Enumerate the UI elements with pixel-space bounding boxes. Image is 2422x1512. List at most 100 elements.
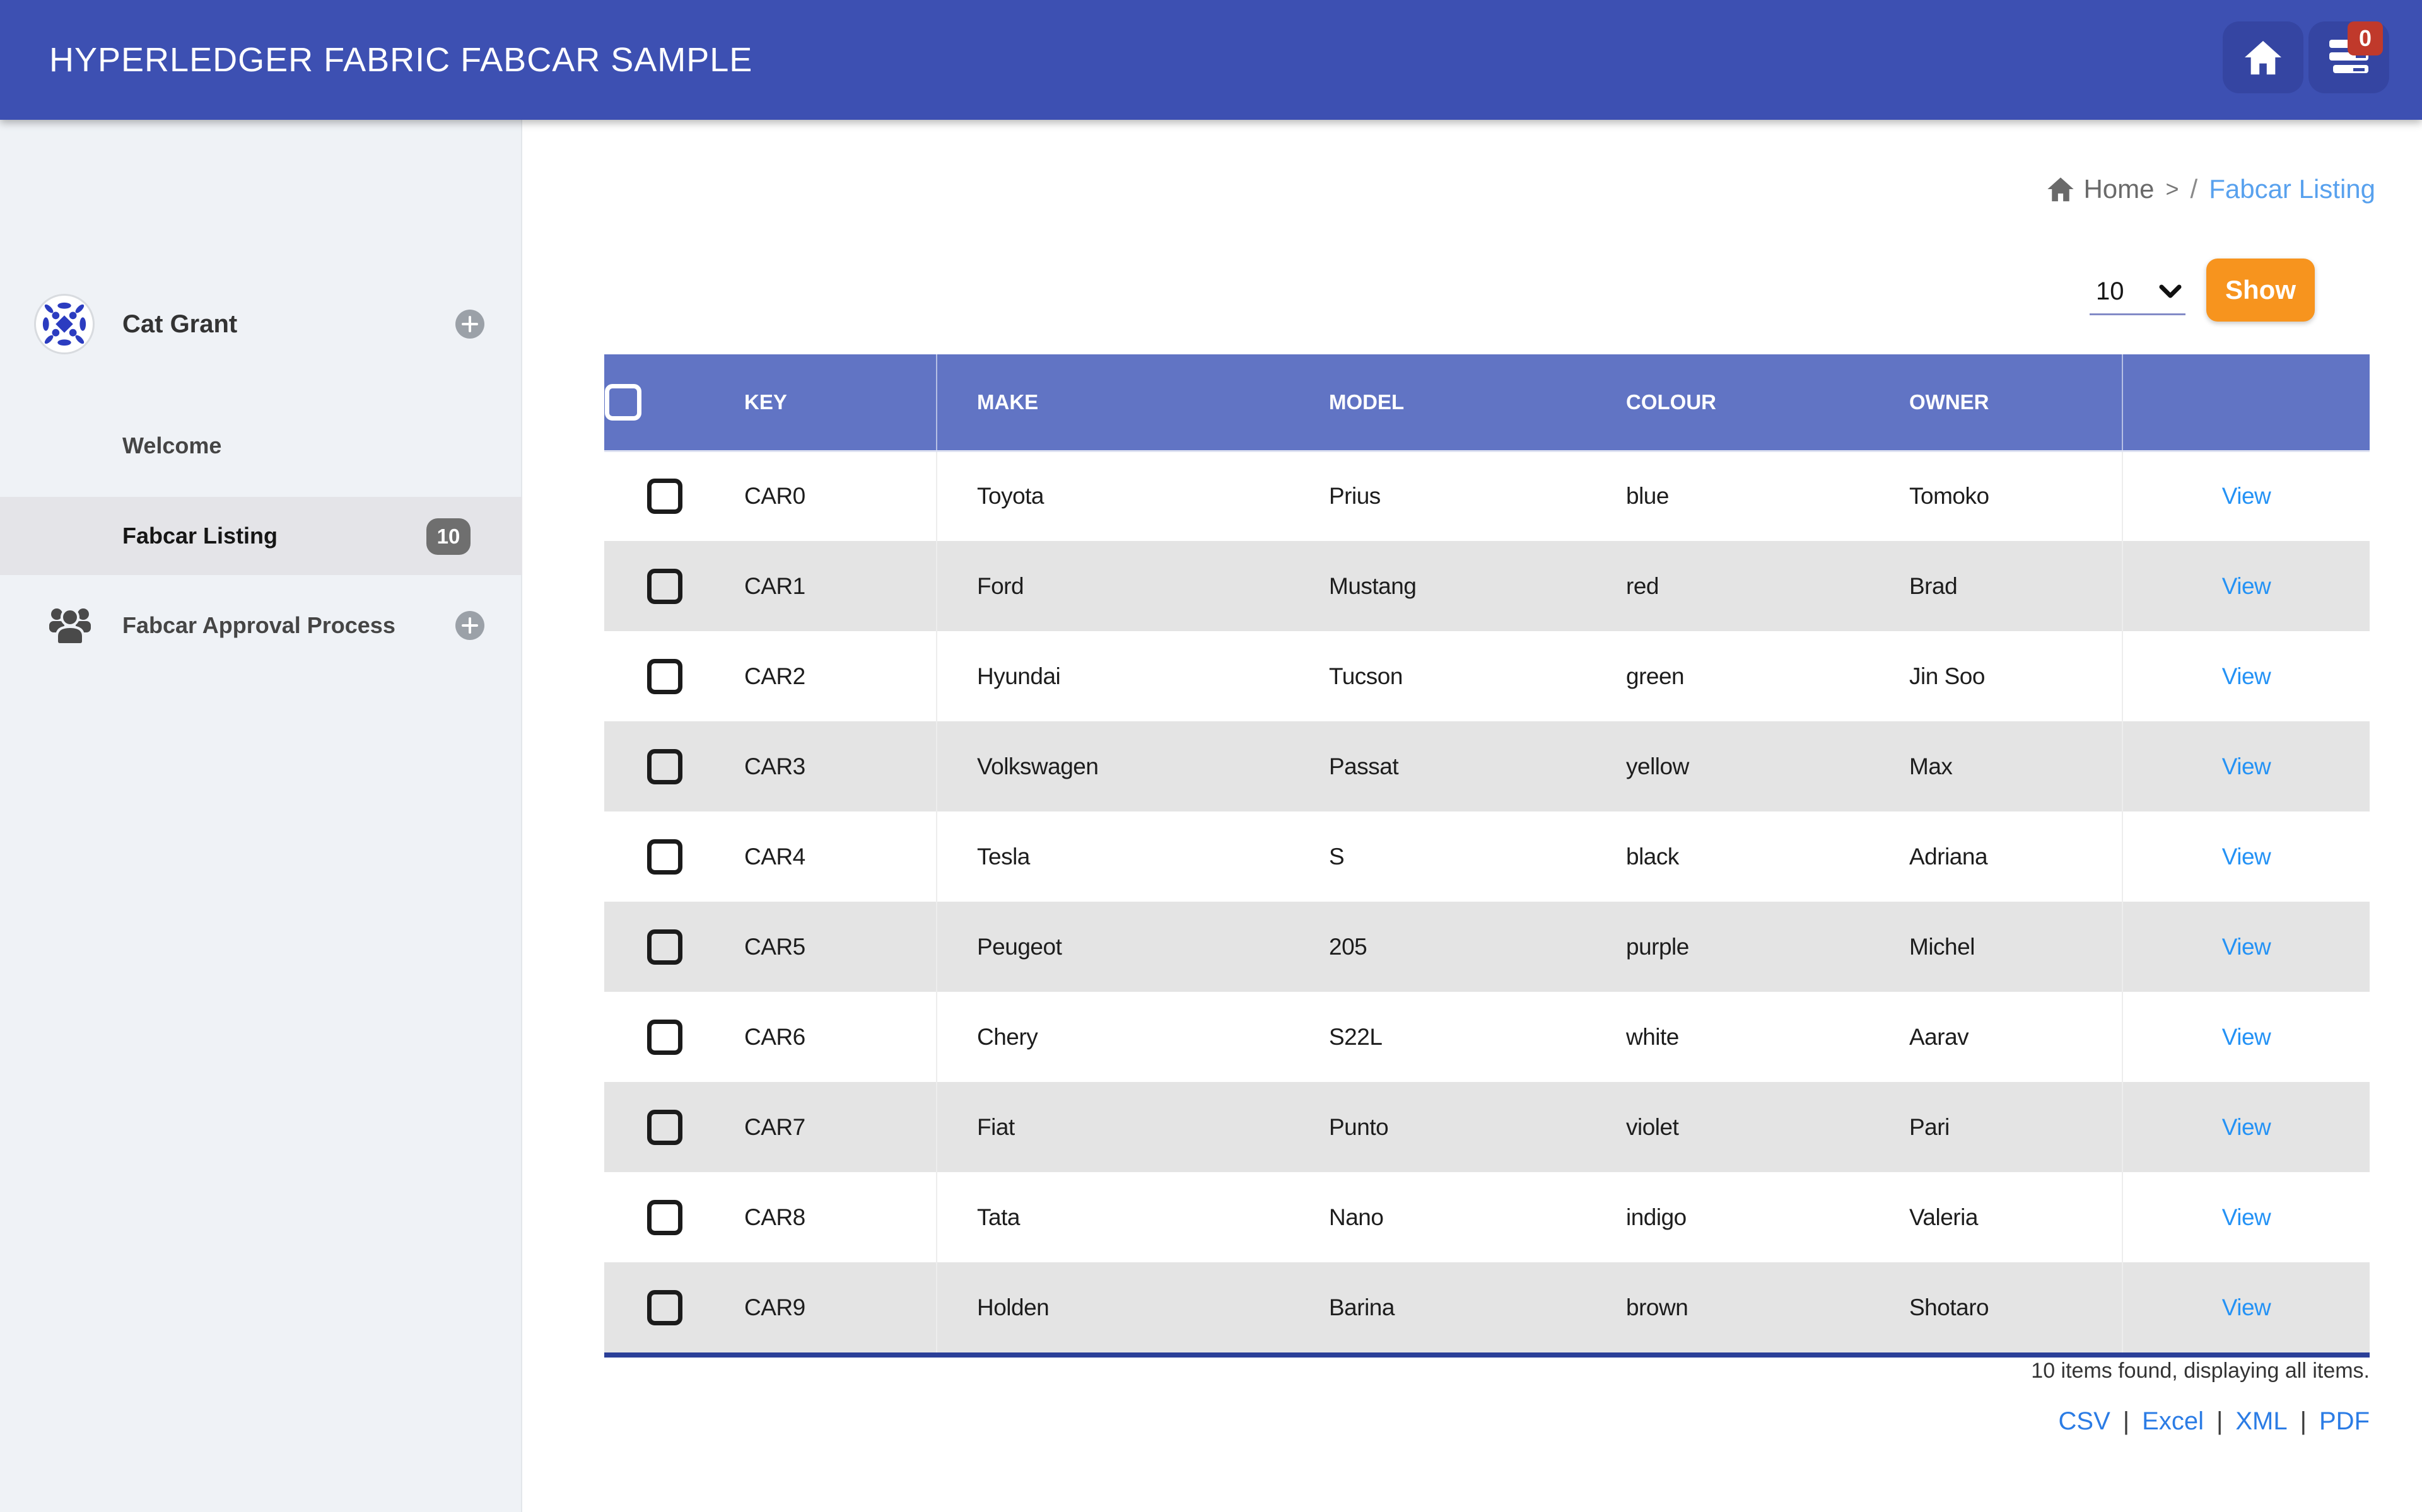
column-header-model: MODEL: [1287, 354, 1589, 452]
home-button[interactable]: [2223, 21, 2303, 93]
export-separator: |: [2216, 1407, 2223, 1435]
cell-owner: Pari: [1909, 1114, 1950, 1140]
breadcrumb-current[interactable]: Fabcar Listing: [2209, 174, 2375, 204]
cell-key: CAR5: [744, 933, 805, 960]
house-icon: [2047, 176, 2074, 202]
cell-make: Fiat: [936, 1082, 1287, 1172]
view-link[interactable]: View: [2221, 843, 2271, 869]
cell-owner: Brad: [1909, 573, 1958, 599]
add-approval-button[interactable]: [455, 611, 484, 640]
cell-colour: purple: [1626, 933, 1689, 960]
view-link[interactable]: View: [2221, 1294, 2271, 1320]
export-csv-link[interactable]: CSV: [2058, 1407, 2110, 1435]
cell-colour: brown: [1626, 1294, 1688, 1320]
row-checkbox-cell: [604, 451, 725, 541]
cell-view: View: [2122, 1082, 2370, 1172]
cell-colour: white: [1626, 1023, 1679, 1050]
cell-make: Tesla: [936, 811, 1287, 902]
cell-owner: Tomoko: [1909, 483, 1989, 509]
view-link[interactable]: View: [2221, 753, 2271, 779]
select-all-cell: [604, 354, 725, 452]
table-row: CAR4 Tesla S black Adriana View: [604, 811, 2370, 902]
cell-colour: red: [1626, 573, 1659, 599]
export-pdf-link[interactable]: PDF: [2319, 1407, 2370, 1435]
cell-owner: Valeria: [1909, 1204, 1978, 1230]
identicon-icon: [40, 299, 89, 349]
column-header-actions: [2122, 354, 2370, 452]
cell-view: View: [2122, 721, 2370, 811]
row-checkbox[interactable]: [647, 479, 682, 515]
cell-view: View: [2122, 631, 2370, 721]
page-size-value: 10: [2096, 277, 2124, 305]
view-link[interactable]: View: [2221, 1023, 2271, 1050]
cell-owner: Michel: [1909, 933, 1975, 960]
row-checkbox[interactable]: [647, 748, 682, 784]
row-checkbox[interactable]: [647, 1109, 682, 1145]
row-checkbox[interactable]: [647, 1289, 682, 1325]
breadcrumb-home-link[interactable]: Home: [2047, 174, 2155, 204]
user-avatar: [34, 294, 95, 354]
cell-view: View: [2122, 902, 2370, 992]
export-excel-link[interactable]: Excel: [2142, 1407, 2204, 1435]
cell-colour: black: [1626, 843, 1679, 869]
sidebar-item-fabcar-approval-process[interactable]: Fabcar Approval Process: [0, 575, 522, 676]
cell-colour: green: [1626, 663, 1685, 689]
cell-owner: Max: [1909, 753, 1953, 779]
row-checkbox[interactable]: [647, 1199, 682, 1235]
view-link[interactable]: View: [2221, 1114, 2271, 1140]
select-all-checkbox[interactable]: [605, 383, 641, 421]
cell-model: 205: [1329, 933, 1367, 960]
sidebar-item-welcome[interactable]: Welcome: [0, 417, 522, 474]
cell-make: Hyundai: [936, 631, 1287, 721]
cell-model: Passat: [1329, 753, 1399, 779]
column-header-key: KEY: [725, 354, 937, 452]
row-checkbox[interactable]: [647, 1019, 682, 1055]
cell-model: S22L: [1329, 1023, 1383, 1050]
cell-key: CAR0: [744, 483, 805, 509]
row-checkbox[interactable]: [647, 658, 682, 694]
row-checkbox[interactable]: [647, 929, 682, 965]
sidebar: Cat Grant Welcome Fabcar Listing 10: [0, 120, 522, 1512]
table-header-row: KEY MAKE MODEL COLOUR OWNER: [604, 354, 2370, 452]
row-checkbox[interactable]: [647, 839, 682, 875]
cell-key: CAR9: [744, 1294, 805, 1320]
table-row: CAR7 Fiat Punto violet Pari View: [604, 1082, 2370, 1172]
view-link[interactable]: View: [2221, 573, 2271, 599]
cell-key: CAR1: [744, 573, 805, 599]
export-xml-link[interactable]: XML: [2235, 1407, 2288, 1435]
cell-make: Volkswagen: [936, 721, 1287, 811]
table-row: CAR0 Toyota Prius blue Tomoko View: [604, 451, 2370, 541]
cell-owner: Jin Soo: [1909, 663, 1985, 689]
column-header-make: MAKE: [936, 354, 1287, 452]
cell-view: View: [2122, 992, 2370, 1082]
cell-view: View: [2122, 1262, 2370, 1352]
cell-make: Peugeot: [936, 902, 1287, 992]
cell-owner: Aarav: [1909, 1023, 1969, 1050]
table-row: CAR5 Peugeot 205 purple Michel View: [604, 902, 2370, 992]
table-row: CAR8 Tata Nano indigo Valeria View: [604, 1172, 2370, 1262]
row-checkbox-cell: [604, 811, 725, 902]
cell-model: Mustang: [1329, 573, 1417, 599]
cell-make: Chery: [936, 992, 1287, 1082]
row-checkbox-cell: [604, 1172, 725, 1262]
show-button[interactable]: Show: [2206, 259, 2315, 322]
row-checkbox[interactable]: [647, 568, 682, 604]
row-checkbox-cell: [604, 992, 725, 1082]
cell-key: CAR3: [744, 753, 805, 779]
add-user-button[interactable]: [455, 310, 484, 339]
cell-view: View: [2122, 541, 2370, 631]
breadcrumb-chevron: >: [2165, 176, 2179, 202]
row-checkbox-cell: [604, 1262, 725, 1352]
page-size-select[interactable]: 10: [2090, 270, 2185, 315]
view-link[interactable]: View: [2221, 663, 2271, 689]
sidebar-item-label: Welcome: [122, 433, 222, 458]
cell-owner: Adriana: [1909, 843, 1988, 869]
notification-badge: 0: [2348, 21, 2383, 55]
view-link[interactable]: View: [2221, 483, 2271, 509]
view-link[interactable]: View: [2221, 1204, 2271, 1230]
row-checkbox-cell: [604, 541, 725, 631]
view-link[interactable]: View: [2221, 933, 2271, 960]
top-navbar: HYPERLEDGER FABRIC FABCAR SAMPLE 0: [0, 0, 2422, 120]
cell-model: Punto: [1329, 1114, 1389, 1140]
table-row: CAR2 Hyundai Tucson green Jin Soo View: [604, 631, 2370, 721]
